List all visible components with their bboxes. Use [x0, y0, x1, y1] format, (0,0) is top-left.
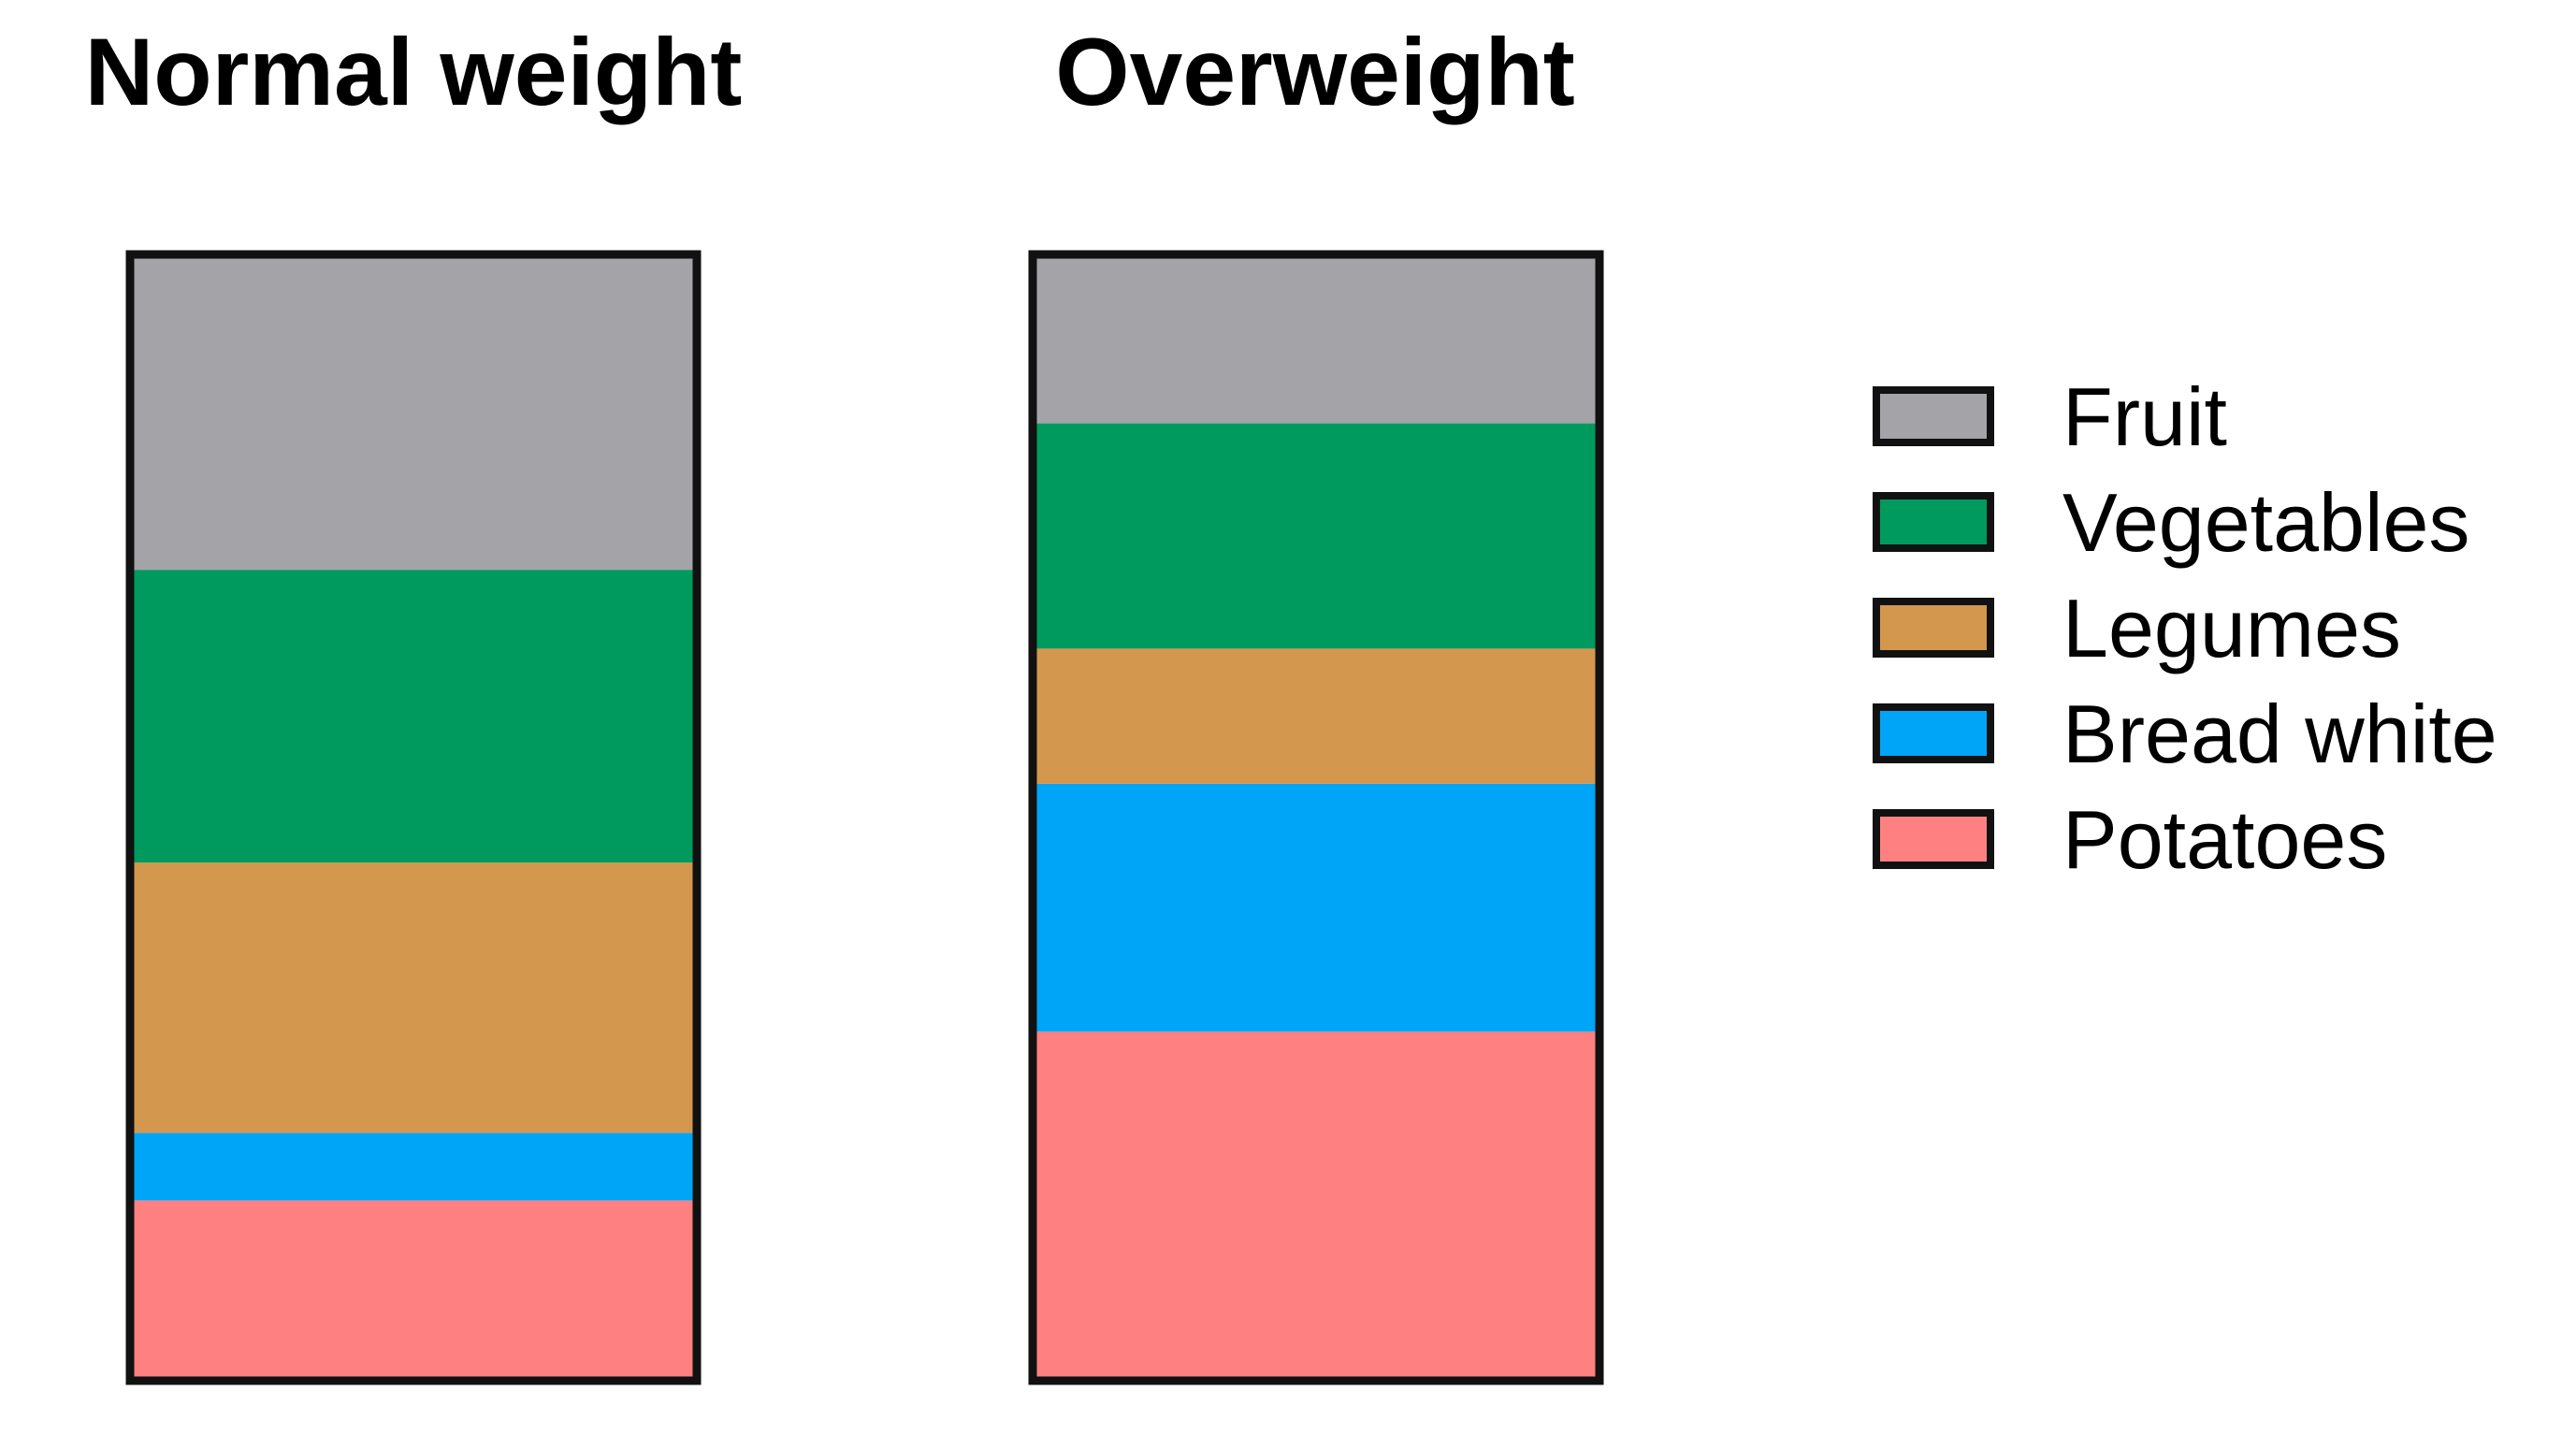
legend-label-fruit: Fruit	[2062, 370, 2227, 463]
segment-normal-weight-bread-white	[130, 1133, 697, 1201]
segment-normal-weight-potatoes	[130, 1200, 697, 1381]
segment-overweight-bread-white	[1033, 783, 1599, 1032]
bar-normal-weight	[125, 250, 702, 1385]
bar-outline-normal-weight	[125, 250, 702, 1385]
legend-item-legumes: Legumes	[1873, 582, 2401, 674]
bar-overweight	[1028, 250, 1604, 1385]
segment-normal-weight-legumes	[130, 862, 697, 1134]
panel-title-overweight: Overweight	[1055, 19, 1574, 125]
legend-item-vegetables: Vegetables	[1873, 476, 2470, 569]
legend-label-bread-white: Bread white	[2062, 688, 2497, 780]
panel-titles: Normal weight Overweight	[85, 19, 1575, 125]
legend-label-legumes: Legumes	[2062, 582, 2401, 674]
legend-swatch-vegetables	[1873, 492, 1994, 552]
legend-item-bread-white: Bread white	[1873, 688, 2497, 780]
segment-overweight-legumes	[1033, 648, 1599, 784]
legend-swatch-bread-white	[1873, 703, 1994, 763]
legend-item-potatoes: Potatoes	[1873, 793, 2387, 886]
legend-swatch-legumes	[1873, 598, 1994, 658]
bars-layer	[125, 250, 1604, 1385]
legend: Fruit Vegetables Legumes Bread white Potatoe…	[1873, 370, 2497, 886]
legend-item-fruit: Fruit	[1873, 370, 2227, 463]
bar-outline-overweight	[1028, 250, 1604, 1385]
legend-swatch-fruit	[1873, 386, 1994, 446]
segment-normal-weight-fruit	[130, 254, 697, 571]
segment-overweight-potatoes	[1033, 1031, 1599, 1381]
segment-overweight-fruit	[1033, 254, 1599, 424]
legend-label-vegetables: Vegetables	[2062, 476, 2470, 569]
legend-swatch-potatoes	[1873, 809, 1994, 869]
legend-label-potatoes: Potatoes	[2062, 793, 2387, 886]
segment-normal-weight-vegetables	[130, 570, 697, 863]
segment-overweight-vegetables	[1033, 423, 1599, 649]
panel-title-normal-weight: Normal weight	[85, 19, 743, 125]
